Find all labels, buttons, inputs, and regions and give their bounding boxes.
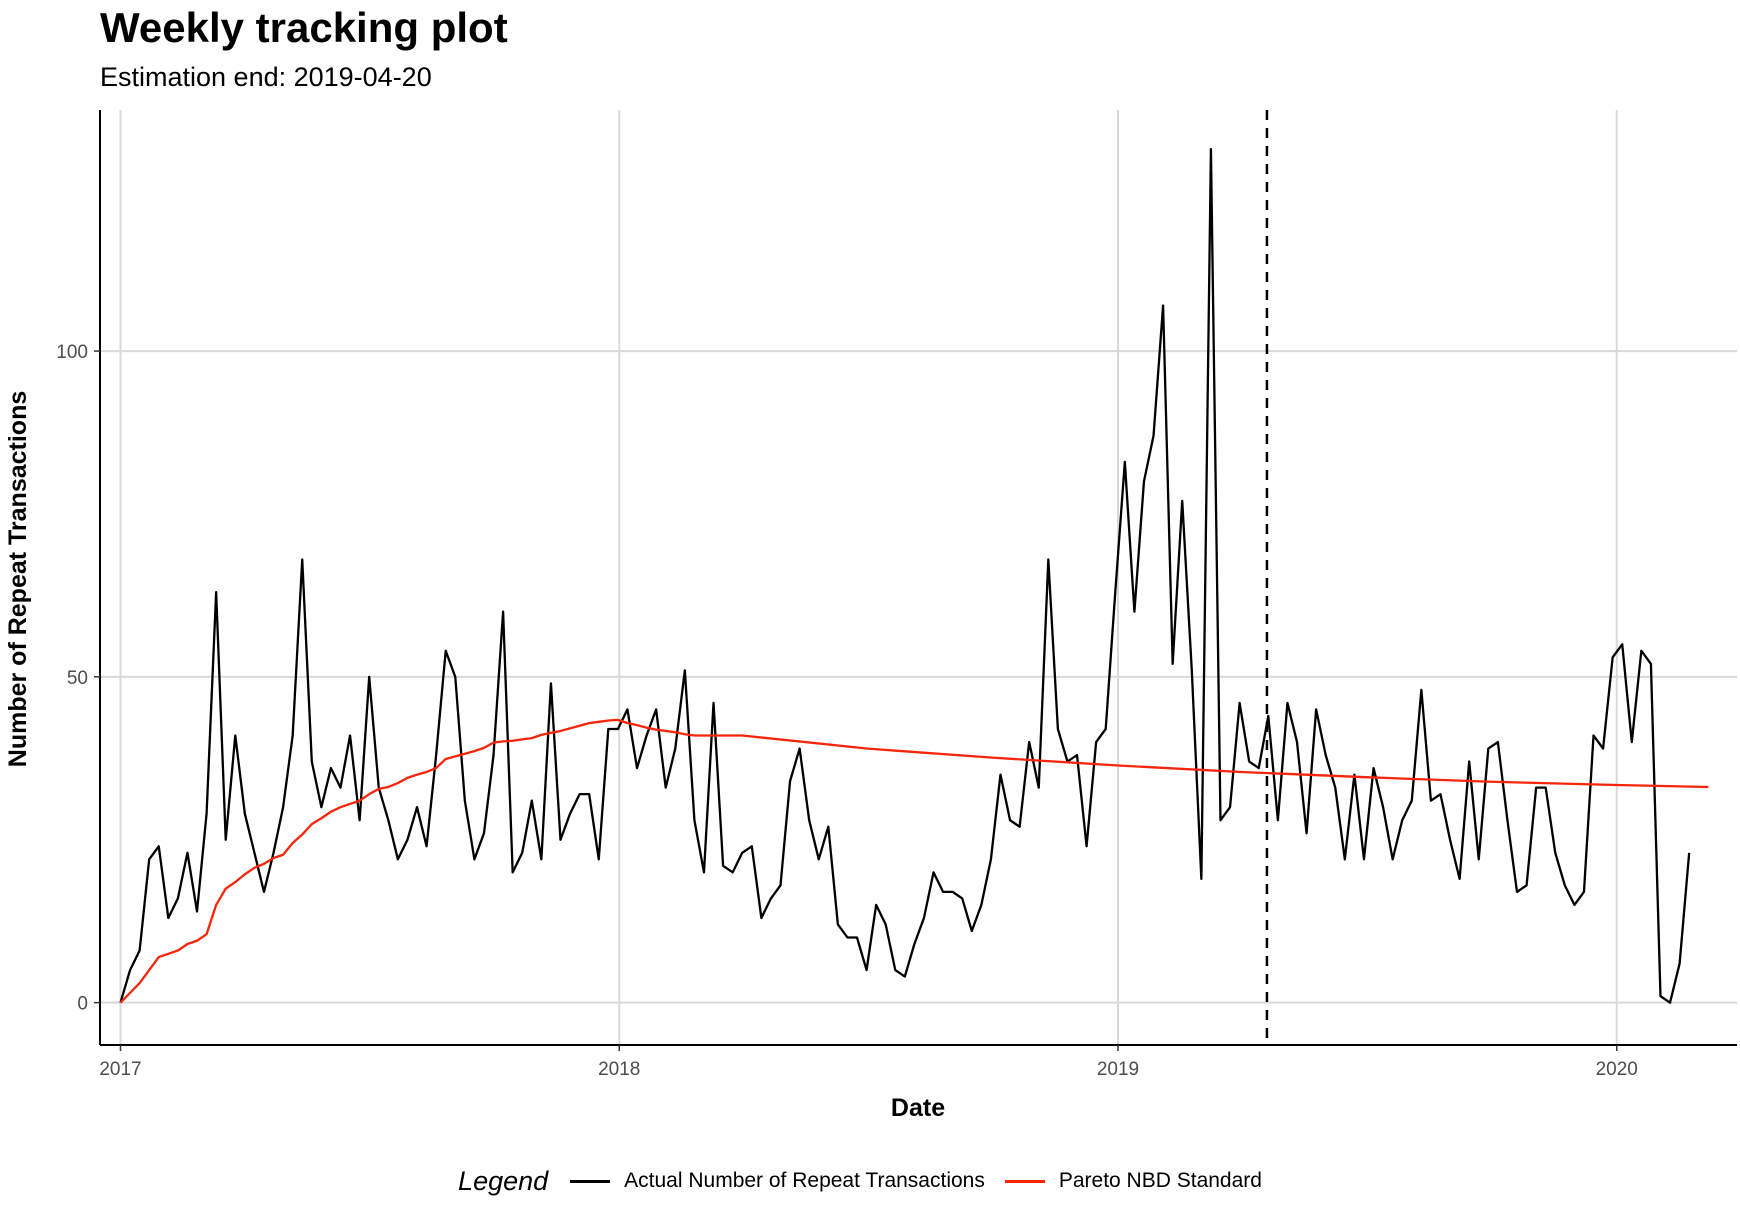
y-axis-title: Number of Repeat Transactions <box>4 391 32 767</box>
x-axis-ticks: 2017 2018 2019 2020 <box>99 1045 1638 1080</box>
legend-key-pareto <box>1004 1179 1045 1183</box>
series-line-pareto-nbd <box>119 718 1709 1004</box>
y-axis-ticks: 0 50 100 <box>56 342 100 1015</box>
chart-title: Weekly tracking plot <box>100 4 508 51</box>
y-gridlines <box>100 350 1737 1004</box>
y-tick-label: 100 <box>56 342 88 363</box>
y-tick-label: 50 <box>67 668 88 689</box>
legend-key-actual <box>570 1179 611 1183</box>
x-tick-label: 2019 <box>1097 1059 1139 1080</box>
x-axis-title: Date <box>891 1094 945 1122</box>
x-tick-label: 2020 <box>1596 1059 1638 1080</box>
x-tick-label: 2018 <box>598 1059 640 1080</box>
series-line-actual <box>119 147 1691 1004</box>
y-tick-label: 0 <box>77 994 88 1015</box>
legend-label-actual: Actual Number of Repeat Transactions <box>624 1169 985 1192</box>
legend-label-pareto: Pareto NBD Standard <box>1058 1169 1262 1192</box>
legend: Legend Actual Number of Repeat Transacti… <box>0 1160 1740 1202</box>
x-tick-label: 2017 <box>99 1059 141 1080</box>
legend-item-actual: Actual Number of Repeat Transactions <box>570 1169 985 1193</box>
plot-area: 0 50 100 2017 2018 2019 2020 Date Number of R… <box>4 110 1737 1122</box>
x-gridlines <box>119 110 1618 1045</box>
chart-subtitle: Estimation end: 2019-04-20 <box>100 62 432 92</box>
legend-item-pareto: Pareto NBD Standard <box>1004 1169 1262 1193</box>
legend-title: Legend <box>458 1165 549 1196</box>
